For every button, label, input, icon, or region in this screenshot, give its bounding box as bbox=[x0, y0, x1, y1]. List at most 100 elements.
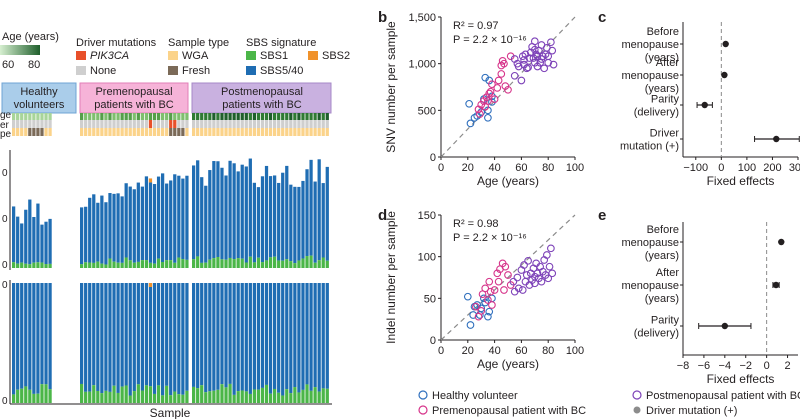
age-track-cell bbox=[228, 113, 232, 120]
age-track-cell bbox=[28, 113, 32, 120]
count-bar-sbs1 bbox=[244, 262, 248, 268]
age-track-cell bbox=[273, 113, 277, 120]
age-track-cell bbox=[220, 113, 224, 120]
e-row-label: (years) bbox=[645, 293, 679, 305]
driver-track-cell bbox=[136, 120, 140, 128]
age-track-cell bbox=[309, 113, 313, 120]
b-ytick-label: 1,000 bbox=[408, 59, 436, 71]
age-track-cell bbox=[192, 113, 196, 120]
age-track-cell bbox=[260, 113, 265, 120]
a-top-tick-1: 0 bbox=[2, 168, 8, 179]
age-track-cell bbox=[40, 113, 44, 120]
count-bar-sbs1 bbox=[196, 256, 200, 268]
driver-track-cell bbox=[277, 120, 281, 128]
none-swatch bbox=[76, 66, 86, 75]
b-point bbox=[476, 110, 484, 118]
d-point bbox=[490, 286, 499, 294]
count-bar-sbs540 bbox=[20, 223, 24, 263]
d-point bbox=[484, 296, 492, 304]
d-point bbox=[485, 277, 494, 286]
count-bar-sbs1 bbox=[236, 258, 240, 268]
prop-bar-sbs540 bbox=[313, 283, 317, 388]
sbs1-swatch bbox=[246, 51, 256, 60]
driver-track-cell bbox=[124, 120, 128, 128]
sample-type-track-cell bbox=[289, 128, 293, 136]
prop-bar-sbs540 bbox=[325, 283, 329, 389]
prop-bar-sbs540 bbox=[289, 283, 293, 394]
b-ytick-label: 0 bbox=[430, 152, 436, 164]
e-xtick-label: 2 bbox=[784, 360, 790, 372]
prop-bar-sbs540 bbox=[212, 283, 216, 391]
d-pvalue: P = 2.2 × 10⁻¹⁶ bbox=[453, 232, 527, 244]
count-bar-sbs540 bbox=[268, 176, 273, 258]
prop-bar-sbs2 bbox=[148, 283, 153, 287]
count-bar-sbs1 bbox=[32, 262, 36, 268]
count-bar-sbs540 bbox=[16, 216, 20, 264]
prop-bar-sbs540 bbox=[228, 283, 232, 384]
count-bar-sbs1 bbox=[321, 257, 325, 268]
count-bar-sbs1 bbox=[40, 262, 44, 268]
d-point bbox=[522, 271, 531, 279]
sample-type-track-cell bbox=[108, 128, 112, 136]
sample-type-track-cell bbox=[273, 128, 277, 136]
driver-track-cell bbox=[208, 120, 212, 128]
count-bar-sbs1 bbox=[185, 259, 189, 268]
driver-track-cell bbox=[260, 120, 265, 128]
c-row-label: Before bbox=[647, 26, 679, 38]
count-bar-sbs1 bbox=[313, 262, 317, 268]
prop-bar-sbs540 bbox=[268, 283, 273, 394]
age-track-cell bbox=[313, 113, 317, 120]
age-track-cell bbox=[116, 113, 120, 120]
d-point bbox=[477, 304, 486, 313]
driver-track-cell bbox=[285, 120, 289, 128]
d-r2: R² = 0.98 bbox=[453, 218, 499, 230]
count-bar-sbs1 bbox=[36, 262, 40, 268]
prop-bar-sbs1 bbox=[216, 389, 220, 403]
age-track-cell bbox=[169, 113, 173, 120]
b-point bbox=[465, 99, 473, 108]
prop-bar-sbs1 bbox=[24, 386, 28, 403]
prop-bar-sbs1 bbox=[185, 390, 189, 403]
count-bar-sbs1 bbox=[317, 260, 321, 268]
panel-a-legend: Age (years) 60 80 Driver mutations PIK3C… bbox=[0, 31, 350, 77]
pik3ca-swatch bbox=[76, 51, 86, 60]
age-track-cell bbox=[112, 113, 116, 120]
group-pre-line1: Premenopausal bbox=[95, 86, 172, 98]
count-bar-sbs1 bbox=[228, 257, 232, 268]
prop-bar-sbs1 bbox=[165, 385, 169, 403]
sample-type-track-cell bbox=[236, 128, 240, 136]
driver-track-cell bbox=[132, 120, 136, 128]
driver-track-cell bbox=[48, 120, 52, 128]
e-row-label: (delivery) bbox=[634, 328, 679, 340]
e-row-label: After bbox=[656, 267, 680, 279]
group-healthy-line1: Healthy bbox=[20, 86, 58, 98]
panel-a-proportion-bars bbox=[12, 283, 329, 403]
prop-bar-sbs1 bbox=[104, 390, 108, 403]
prop-bar-sbs1 bbox=[12, 394, 16, 403]
count-bar-sbs1 bbox=[156, 258, 161, 268]
prop-bar-sbs540 bbox=[152, 283, 157, 394]
sample-type-track-cell bbox=[264, 128, 269, 136]
prop-bar-sbs540 bbox=[181, 283, 185, 395]
driver-track-cell bbox=[20, 120, 24, 128]
prop-bar-sbs540 bbox=[185, 283, 189, 391]
sample-type-track-cell bbox=[248, 128, 252, 136]
count-bar-sbs540 bbox=[152, 184, 157, 264]
prop-bar-sbs1 bbox=[248, 393, 252, 403]
c-xtick-label: 0 bbox=[718, 162, 724, 174]
count-bar-sbs1 bbox=[264, 260, 269, 268]
prop-bar-sbs540 bbox=[144, 283, 149, 386]
count-bar-sbs540 bbox=[173, 174, 177, 263]
prop-bar-sbs540 bbox=[156, 283, 161, 386]
age-track-cell bbox=[140, 113, 144, 120]
prop-bar-sbs540 bbox=[281, 283, 285, 396]
snv-scatter-chart: 0 20 40 60 80 100 0 500 1,000 1,500 Age (years) SNV… bbox=[384, 12, 584, 188]
b-point bbox=[520, 56, 528, 64]
sample-type-track-cell bbox=[120, 128, 124, 136]
count-bar-sbs1 bbox=[309, 255, 313, 268]
age-track-cell bbox=[281, 113, 285, 120]
driver-track-cell bbox=[216, 120, 220, 128]
b-point bbox=[517, 76, 526, 85]
prop-bar-sbs1 bbox=[224, 387, 228, 403]
prop-bar-sbs540 bbox=[216, 283, 220, 390]
